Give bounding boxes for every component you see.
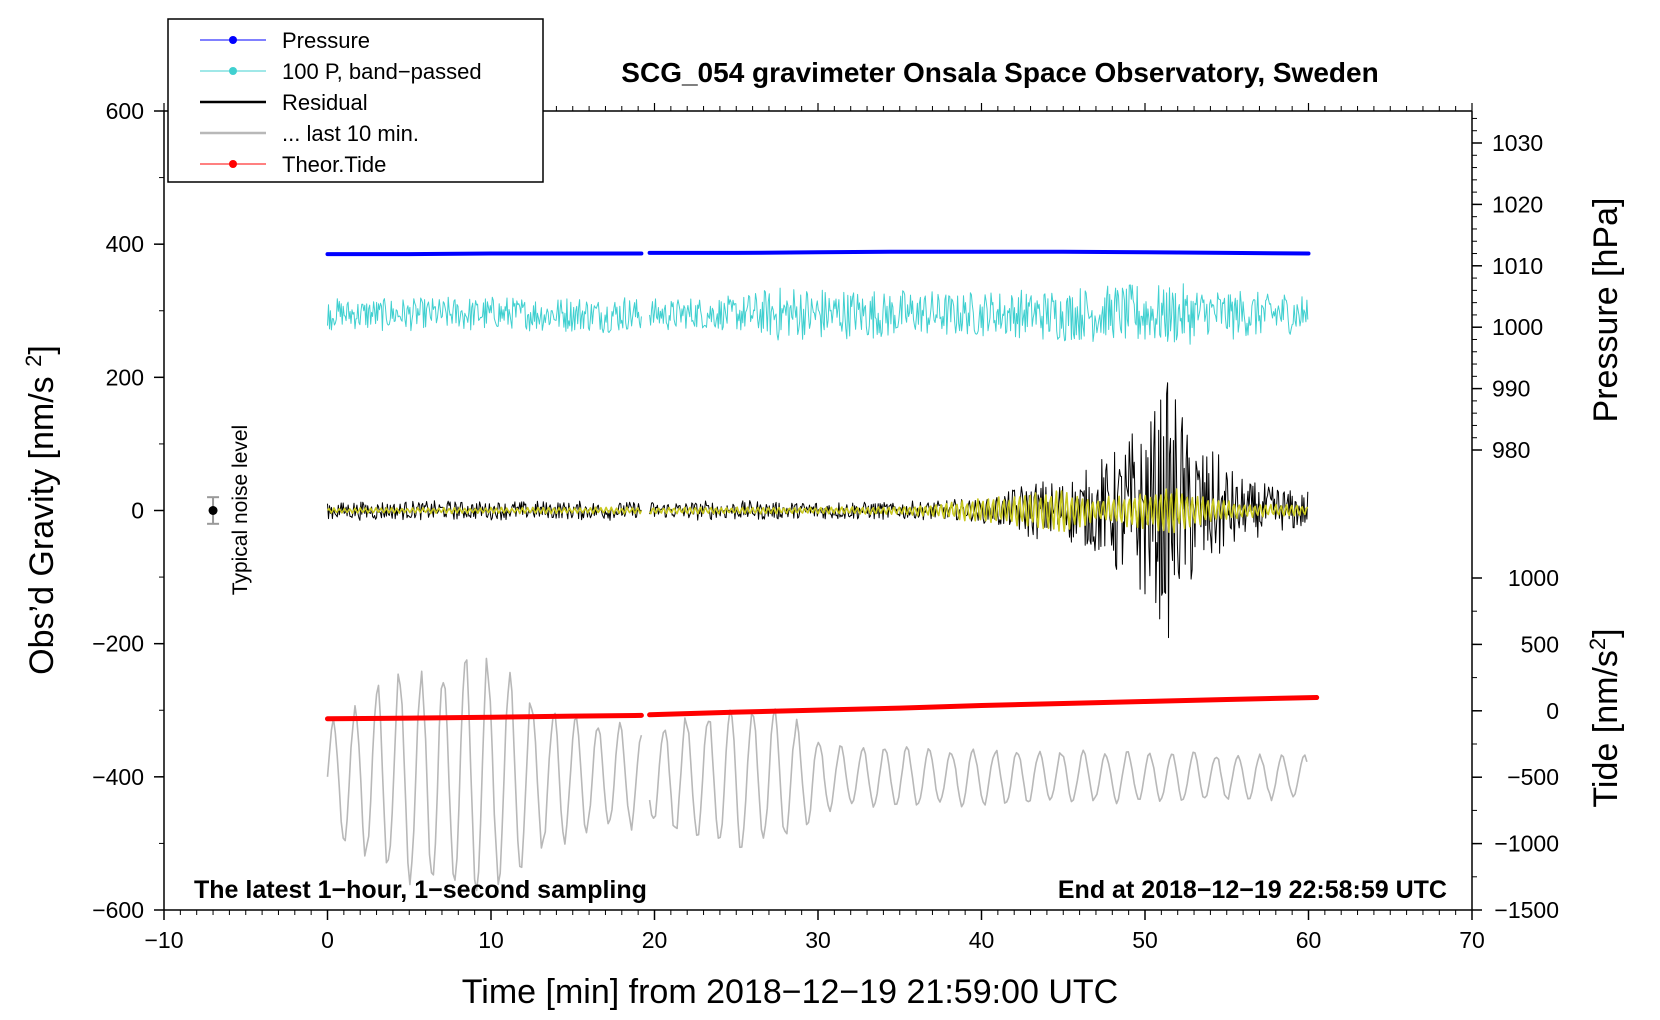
pressure-tick-label: 1030 bbox=[1492, 130, 1543, 156]
legend-box bbox=[167, 18, 544, 183]
y-axis-label: Obs’d Gravity [nm/s 2] bbox=[21, 345, 62, 675]
x-tick-label: 60 bbox=[1296, 927, 1322, 953]
tide-tick-label: −1500 bbox=[1494, 897, 1559, 923]
x-tick-label: 0 bbox=[321, 927, 334, 953]
legend-label: Theor.Tide bbox=[282, 152, 386, 177]
pressure-tick-label: 1020 bbox=[1492, 191, 1543, 217]
end-time-note: End at 2018−12−19 22:58:59 UTC bbox=[1058, 876, 1447, 904]
series-line bbox=[647, 695, 1320, 718]
tide-axis-label: Tide [nm/s2] bbox=[1585, 628, 1626, 807]
legend-label: Pressure bbox=[282, 28, 370, 53]
pressure-axis-label: Pressure [hPa] bbox=[1587, 198, 1625, 423]
y-axis-label-text: Obs’d Gravity [nm/s bbox=[23, 376, 61, 675]
y-tick-label: 0 bbox=[131, 498, 144, 524]
x-tick-label: 30 bbox=[805, 927, 831, 953]
legend-label: Residual bbox=[282, 90, 368, 115]
pressure-tick-label: 1000 bbox=[1492, 314, 1543, 340]
x-axis-label: Time [min] from 2018−12−19 21:59:00 UTC bbox=[462, 973, 1118, 1011]
series-line bbox=[325, 251, 644, 257]
unit-suffix: ] bbox=[1587, 628, 1625, 637]
plot-area bbox=[207, 249, 1320, 892]
tide-tick-label: −500 bbox=[1507, 764, 1559, 790]
series-line bbox=[327, 296, 642, 334]
legend-marker bbox=[229, 160, 237, 168]
x-tick-label: 20 bbox=[642, 927, 668, 953]
series-100-p-band-passed bbox=[327, 283, 1309, 345]
legend: Pressure 100 P, band−passed Residual ... la… bbox=[167, 18, 544, 183]
y-tick-label: 600 bbox=[106, 98, 144, 124]
legend-marker bbox=[229, 36, 237, 44]
y-tick-label: −400 bbox=[92, 764, 144, 790]
series-theor-tide bbox=[325, 695, 1320, 722]
tide-tick-label: 0 bbox=[1546, 698, 1559, 724]
noise-point bbox=[208, 506, 218, 515]
x-tick-label: 10 bbox=[478, 927, 504, 953]
series-line bbox=[326, 657, 643, 892]
y-tick-label: −200 bbox=[92, 631, 144, 657]
labels: SCG_054 gravimeter Onsala Space Observat… bbox=[21, 57, 1626, 1011]
legend-label: 100 P, band−passed bbox=[282, 59, 482, 84]
x-tick-label: 40 bbox=[969, 927, 995, 953]
series--last-10-min- bbox=[326, 657, 1308, 892]
tide-tick-label: 1000 bbox=[1508, 565, 1559, 591]
series-line bbox=[647, 249, 1311, 256]
series-residual-filtered- bbox=[326, 488, 1309, 534]
pressure-tick-label: 990 bbox=[1492, 376, 1530, 402]
x-tick-label: 50 bbox=[1132, 927, 1158, 953]
y-tick-label: 400 bbox=[106, 231, 144, 257]
axes: −10 0 10 20 30 40 50 60 706004002000−200−400−600… bbox=[92, 98, 1559, 953]
unit-superscript: 2 bbox=[1585, 638, 1610, 650]
series-line bbox=[648, 488, 1309, 534]
series-line bbox=[648, 708, 1308, 849]
x-tick-label: −10 bbox=[144, 927, 183, 953]
tide-tick-label: −1000 bbox=[1494, 831, 1559, 857]
pressure-tick-label: 980 bbox=[1492, 437, 1530, 463]
unit-superscript: 2 bbox=[21, 355, 46, 367]
x-tick-label: 70 bbox=[1459, 927, 1485, 953]
series-line bbox=[325, 712, 644, 722]
legend-marker bbox=[229, 67, 237, 75]
chart-title: SCG_054 gravimeter Onsala Space Observat… bbox=[621, 57, 1378, 88]
series-line bbox=[649, 283, 1309, 345]
y-tick-label: 200 bbox=[106, 364, 144, 390]
y-tick-label: −600 bbox=[92, 897, 144, 923]
unit-suffix: ] bbox=[23, 345, 61, 354]
series-line bbox=[326, 506, 643, 515]
pressure-tick-label: 1010 bbox=[1492, 253, 1543, 279]
legend-label: ... last 10 min. bbox=[282, 121, 419, 146]
series-pressure bbox=[325, 249, 1311, 257]
sampling-note: The latest 1−hour, 1−second sampling bbox=[194, 876, 647, 904]
noise-level-label: Typical noise level bbox=[229, 425, 252, 595]
tide-tick-label: 500 bbox=[1521, 631, 1559, 657]
